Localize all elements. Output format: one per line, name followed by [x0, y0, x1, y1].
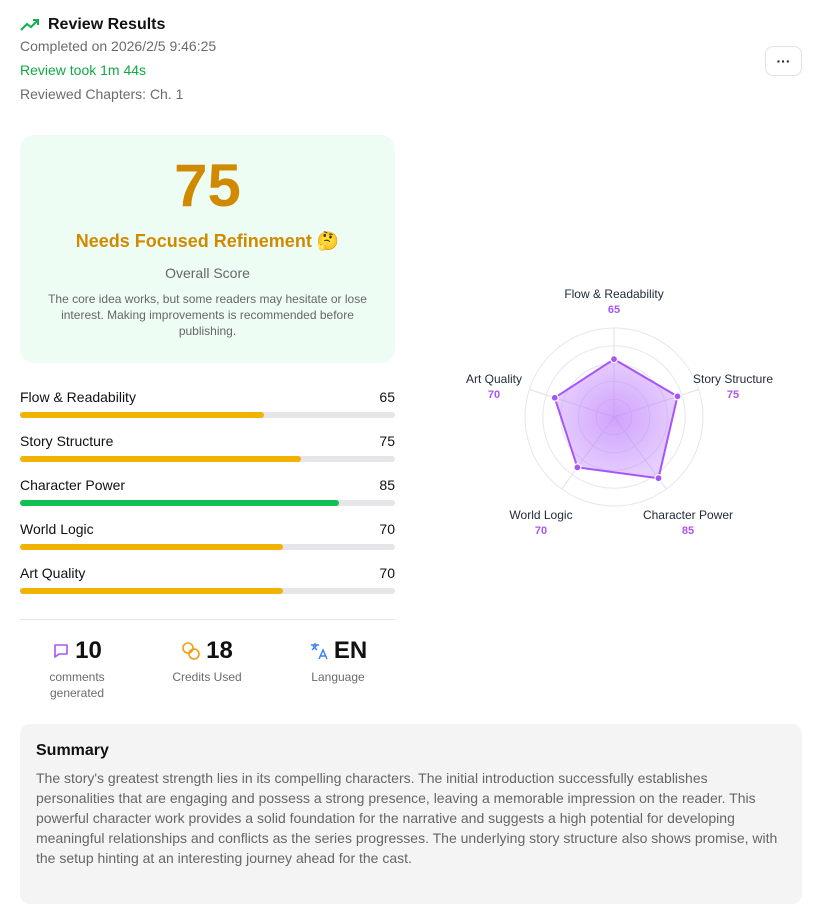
radar-axis-label: World Logic [509, 508, 572, 522]
comments-count: 10 [75, 637, 102, 664]
radar-axis-label: Flow & Readability [564, 287, 663, 301]
radar-point [654, 474, 663, 483]
title-text: Review Results [48, 16, 166, 33]
category-label: Story Structure [20, 433, 114, 449]
category-label: Art Quality [20, 565, 86, 581]
comment-icon [54, 644, 68, 658]
review-duration: Review took 1m 44s [20, 62, 147, 78]
summary-section: Summary The story's greatest strength li… [20, 724, 802, 904]
radar-chart: Flow & Readability 65 Story Structure 75 Cha… [466, 287, 773, 537]
radar-axis-label: Art Quality [466, 372, 522, 386]
radar-point [550, 393, 559, 402]
progress-fill [20, 544, 283, 550]
page-title: Review Results [20, 16, 165, 34]
category-row: Flow & Readability 65 [20, 388, 395, 432]
overall-score-label: Overall Score [165, 265, 250, 281]
category-row: Character Power 85 [20, 476, 395, 520]
radar-point [609, 355, 619, 364]
credits-label: Credits Used [172, 670, 242, 684]
score-verdict: Needs Focused Refinement 🤔 [20, 231, 395, 252]
score-description: The core idea works, but some readers ma… [48, 292, 367, 338]
radar-axis-label: Character Power [643, 508, 733, 522]
progress-fill [20, 500, 339, 506]
category-label: World Logic [20, 521, 94, 537]
category-label: Character Power [20, 477, 126, 493]
progress-track [20, 456, 395, 462]
trending-up-icon [20, 19, 39, 31]
progress-track [20, 500, 395, 506]
category-value: 65 [379, 389, 395, 405]
more-options-button[interactable]: ··· [765, 46, 802, 76]
radar-point [573, 463, 582, 472]
category-value: 75 [379, 433, 395, 449]
radar-area [553, 357, 679, 480]
radar-axis-label: Story Structure [693, 372, 773, 386]
category-value: 70 [379, 521, 395, 537]
progress-track [20, 588, 395, 594]
stat-comments: 10 comments generated [17, 637, 137, 701]
category-row: Story Structure 75 [20, 432, 395, 476]
comments-label: comments generated [49, 670, 105, 700]
category-label: Flow & Readability [20, 389, 136, 405]
credits-count: 18 [206, 637, 233, 664]
category-value: 85 [379, 477, 395, 493]
radar-value-label: 70 [488, 389, 500, 401]
progress-track [20, 412, 395, 418]
summary-title: Summary [36, 742, 109, 759]
category-row: World Logic 70 [20, 520, 395, 564]
stat-language: EN Language [278, 637, 398, 685]
coins-icon [182, 642, 200, 660]
thinking-emoji-icon: 🤔 [316, 231, 340, 251]
language-value: EN [333, 637, 368, 664]
radar-value-label: 75 [727, 389, 739, 401]
progress-fill [20, 588, 283, 594]
category-value: 70 [379, 565, 395, 581]
progress-fill [20, 456, 302, 462]
completed-time: Completed on 2026/2/5 9:46:25 [20, 38, 217, 54]
category-scores: Flow & Readability 65 Story Structure 75 Cha… [20, 388, 395, 608]
divider [20, 619, 395, 620]
radar-value-label: 85 [682, 525, 694, 537]
radar-value-label: 70 [535, 525, 547, 537]
stat-credits: 18 Credits Used [147, 637, 267, 685]
radar-point [673, 392, 682, 401]
progress-fill [20, 412, 264, 418]
translate-icon [310, 643, 328, 660]
radar-value-label: 65 [608, 304, 620, 316]
overall-score: 75 [174, 152, 241, 219]
verdict-text: Needs Focused Refinement [75, 231, 312, 251]
summary-text: The story's greatest strength lies in it… [36, 770, 778, 866]
overall-score-card: 75 Needs Focused Refinement 🤔 Overall Sc… [20, 135, 395, 363]
reviewed-chapters: Reviewed Chapters: Ch. 1 [20, 86, 184, 102]
language-label: Language [311, 670, 365, 684]
progress-track [20, 544, 395, 550]
category-row: Art Quality 70 [20, 564, 395, 608]
